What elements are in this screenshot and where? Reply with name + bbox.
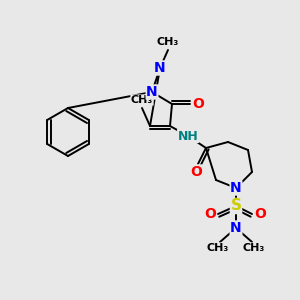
Text: CH₃: CH₃ bbox=[207, 243, 229, 253]
Text: O: O bbox=[204, 207, 216, 221]
Text: CH₃: CH₃ bbox=[131, 95, 153, 105]
Text: CH₃: CH₃ bbox=[243, 243, 265, 253]
Text: O: O bbox=[192, 97, 204, 111]
Text: N: N bbox=[230, 181, 242, 195]
Text: O: O bbox=[190, 165, 202, 179]
Text: CH₃: CH₃ bbox=[157, 37, 179, 47]
Text: S: S bbox=[230, 199, 242, 214]
Text: N: N bbox=[230, 221, 242, 235]
Text: N: N bbox=[146, 85, 158, 99]
Text: N: N bbox=[154, 61, 166, 75]
Text: NH: NH bbox=[178, 130, 198, 142]
Text: O: O bbox=[254, 207, 266, 221]
